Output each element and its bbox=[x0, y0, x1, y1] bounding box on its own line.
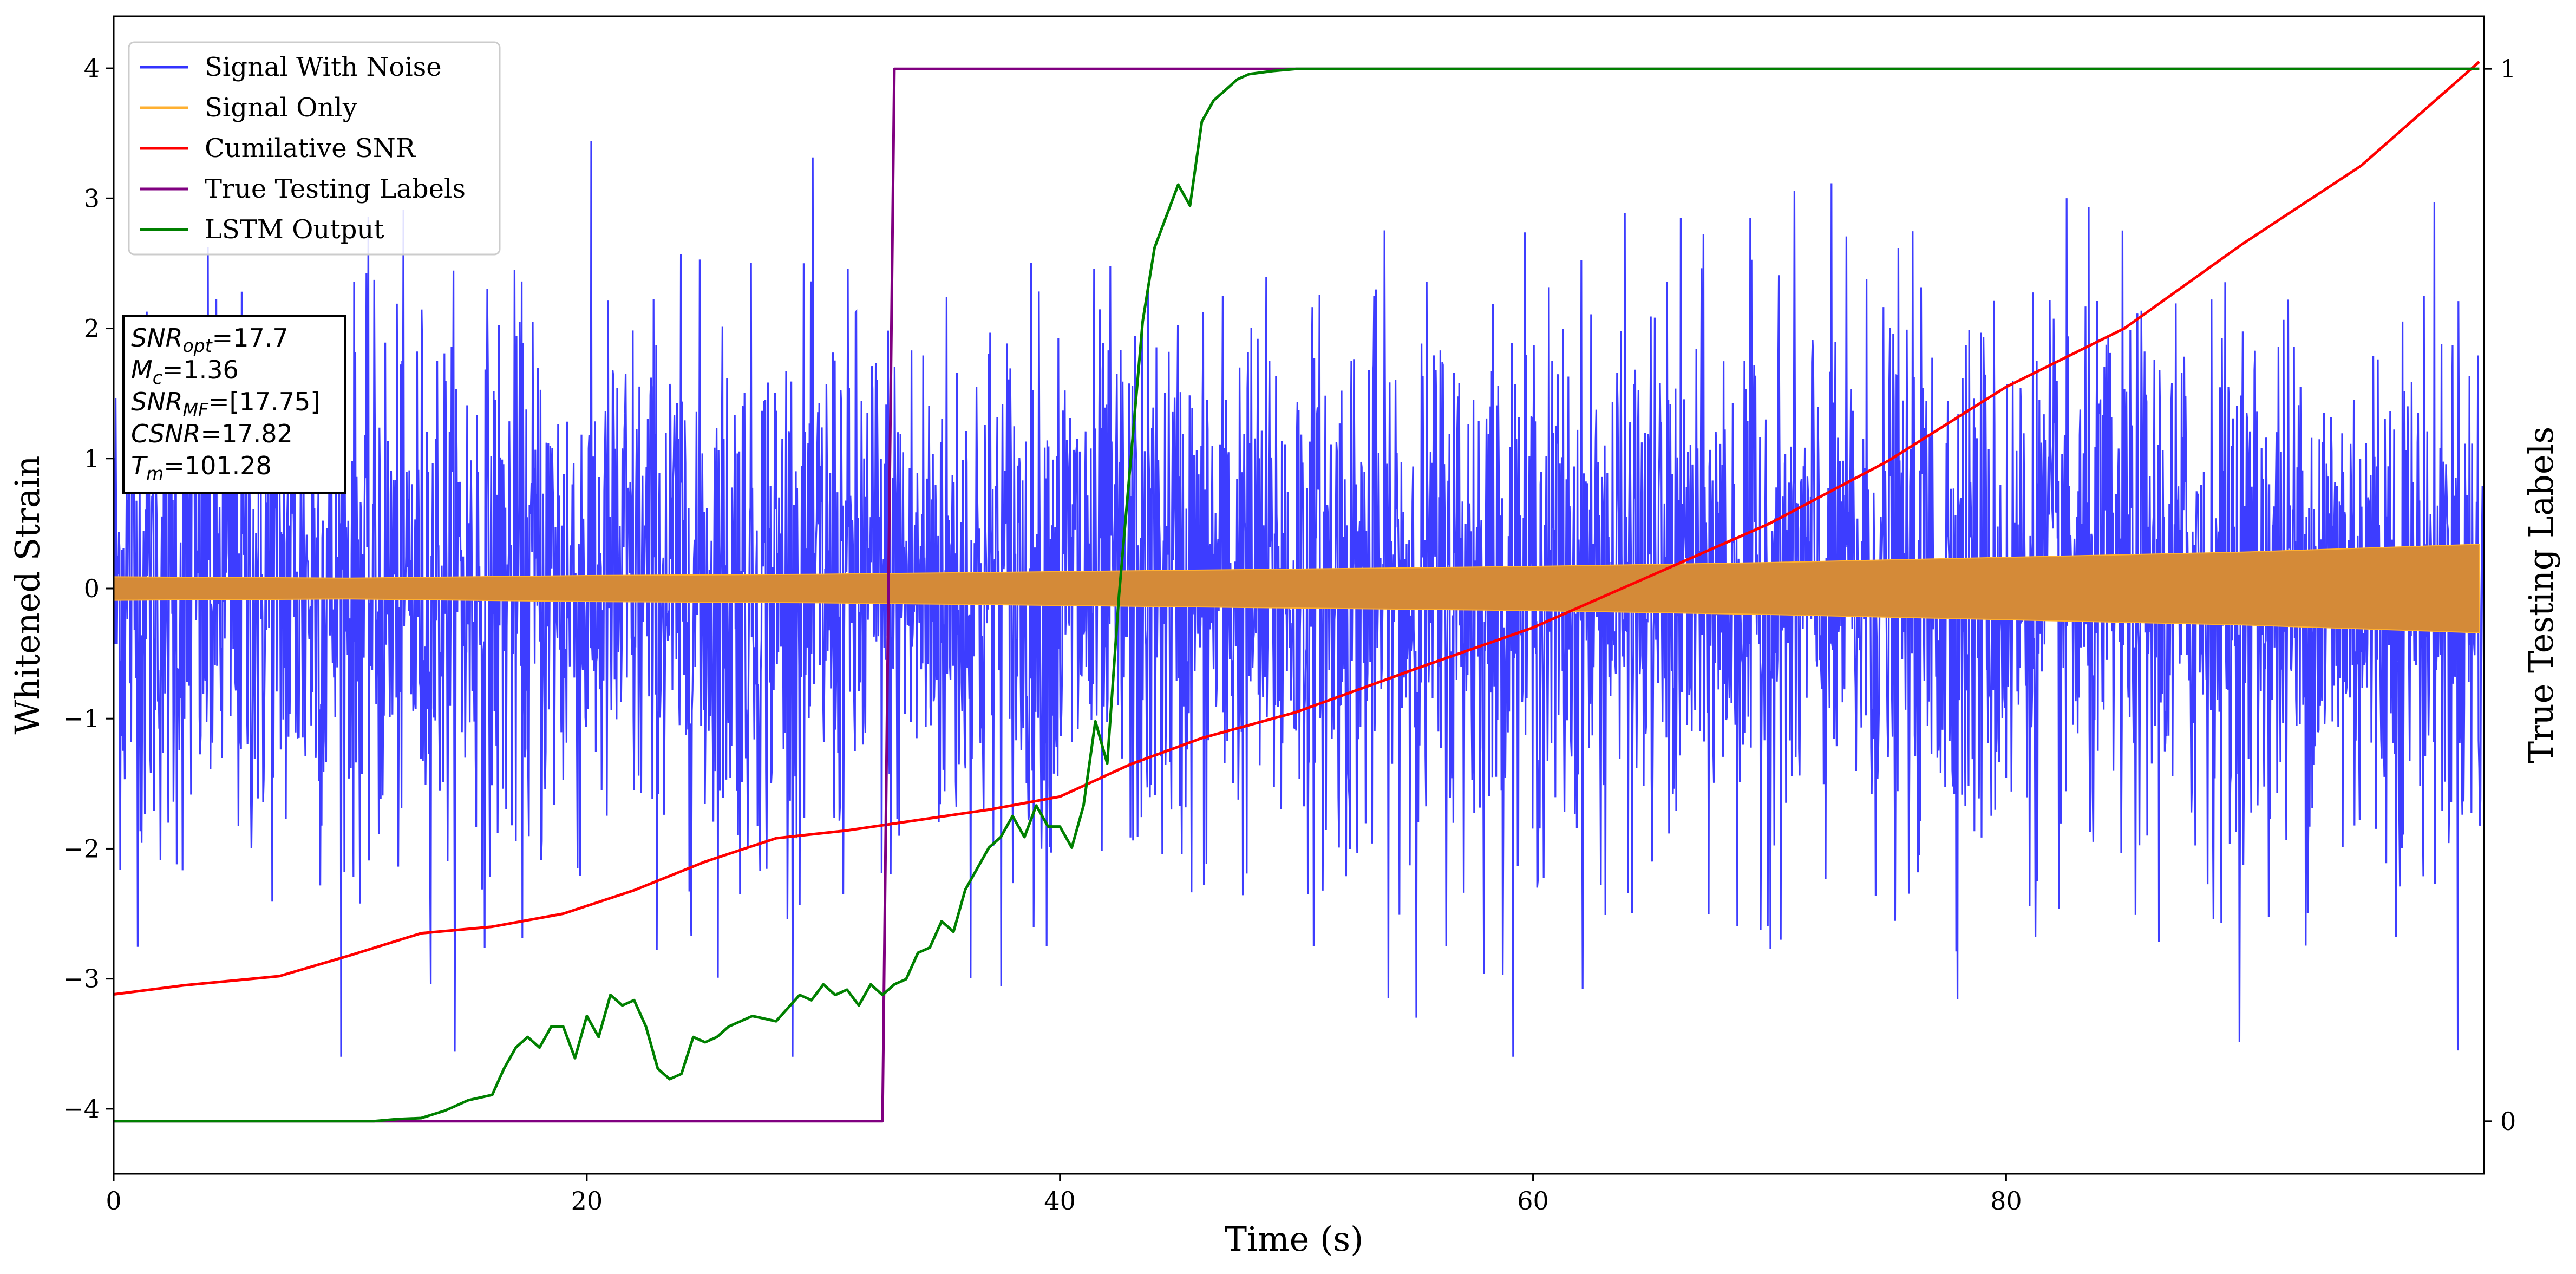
annotation-line: SNRMF=[17.75] bbox=[131, 387, 320, 420]
series-lstm-output bbox=[114, 67, 2480, 1123]
series-cumulative-snr bbox=[114, 61, 2480, 996]
annotation-line: Tm=101.28 bbox=[131, 451, 272, 484]
x-tick-label: 80 bbox=[1990, 1186, 2022, 1216]
y-tick-label: 0 bbox=[84, 574, 100, 603]
y-tick-label: 1 bbox=[84, 444, 100, 473]
legend-frame bbox=[128, 41, 501, 256]
y2-tick-label: 0 bbox=[2500, 1107, 2516, 1136]
series-signal-with-noise bbox=[114, 141, 2484, 1057]
annotation-frame bbox=[122, 315, 346, 494]
legend-label: Cumilative SNR bbox=[205, 133, 416, 164]
y-tick-label: −1 bbox=[63, 704, 100, 733]
series-signal-only bbox=[114, 544, 2480, 633]
y-tick-label: −3 bbox=[63, 964, 100, 994]
annotation-box: SNRopt=17.7Mc=1.36SNRMF=[17.75]CSNR=17.8… bbox=[122, 315, 346, 494]
legend-label: Signal Only bbox=[205, 93, 357, 123]
plot-frame bbox=[113, 15, 2485, 1175]
y-tick-label: 4 bbox=[84, 54, 100, 83]
y-tick-label: −2 bbox=[63, 834, 100, 863]
annotation-line: Mc=1.36 bbox=[131, 355, 239, 388]
x-tick-label: 0 bbox=[106, 1186, 121, 1216]
y-tick-label: −4 bbox=[63, 1094, 100, 1123]
annotation-line: CSNR=17.82 bbox=[131, 419, 293, 448]
x-tick-label: 20 bbox=[571, 1186, 603, 1216]
y-tick-label: 2 bbox=[84, 314, 100, 343]
y-tick-label: 3 bbox=[84, 184, 100, 213]
y2-tick-label: 1 bbox=[2500, 54, 2516, 83]
plot-area bbox=[114, 61, 2484, 1123]
x-tick-label: 60 bbox=[1517, 1186, 1549, 1216]
y-axis-title: Whitened Strain bbox=[8, 456, 47, 735]
legend-label: Signal With Noise bbox=[205, 52, 442, 82]
y2-axis-title: True Testing Labels bbox=[2521, 427, 2561, 764]
legend-label: True Testing Labels bbox=[205, 174, 466, 204]
legend: Signal With Noise Signal Only Cumilative S… bbox=[128, 41, 501, 256]
annotation-line: SNRopt=17.7 bbox=[131, 323, 289, 356]
legend-label: LSTM Output bbox=[205, 214, 384, 245]
x-tick-label: 40 bbox=[1044, 1186, 1076, 1216]
x-axis-title: Time (s) bbox=[1225, 1219, 1364, 1259]
